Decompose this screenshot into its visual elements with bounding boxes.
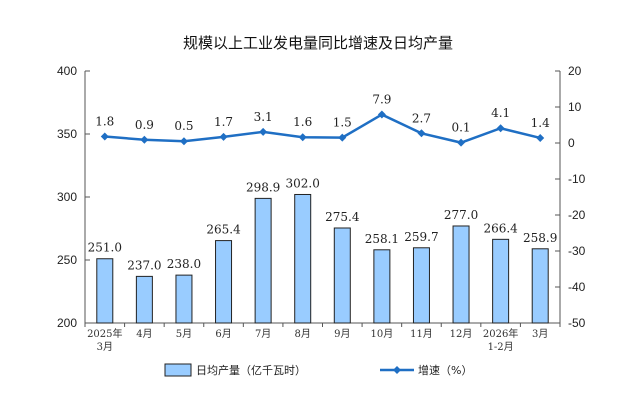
line-label: 0.9 <box>135 118 154 132</box>
left-tick-label: 300 <box>57 190 77 204</box>
bar <box>215 240 233 324</box>
bar <box>294 193 312 324</box>
line-label: 0.5 <box>174 119 193 133</box>
x-tick-label: 4月 <box>136 328 152 340</box>
bar <box>135 275 153 324</box>
bar <box>452 225 470 324</box>
line-marker <box>219 132 228 141</box>
legend-line-label: 增速（%） <box>418 363 472 377</box>
right-tick-label: 10 <box>568 100 582 114</box>
bar <box>531 248 549 324</box>
line-marker <box>536 133 545 142</box>
bar <box>333 227 351 324</box>
line-label: 1.6 <box>293 115 312 129</box>
line-marker <box>100 132 109 141</box>
line-label: 0.1 <box>451 121 470 135</box>
bar-label: 251.0 <box>88 241 122 255</box>
line-label: 4.1 <box>491 106 510 120</box>
line-label: 1.5 <box>333 116 352 130</box>
bar <box>412 247 430 324</box>
line-marker <box>417 129 426 138</box>
x-tick-label: 2026年 <box>483 327 518 340</box>
left-tick-label: 400 <box>57 64 77 78</box>
growth-line <box>104 113 541 144</box>
right-tick-label: -10 <box>568 172 586 186</box>
bar-label: 277.0 <box>444 208 478 222</box>
bar-label: 275.4 <box>325 210 360 224</box>
x-tick-label: 12月 <box>450 328 473 340</box>
line-label: 3.1 <box>254 110 273 124</box>
left-tick-label: 200 <box>57 316 77 330</box>
bar-label: 265.4 <box>206 223 241 237</box>
bar <box>175 274 193 324</box>
x-tick-label: 8月 <box>295 328 311 340</box>
left-tick-label: 350 <box>57 127 77 141</box>
right-tick-label: 20 <box>568 64 582 78</box>
x-tick-label: 7月 <box>255 328 271 340</box>
bar-label: 258.9 <box>523 231 557 245</box>
bar-label: 237.0 <box>127 258 161 272</box>
right-tick-label: -30 <box>568 244 586 258</box>
line-marker <box>179 137 188 146</box>
bar-label: 238.0 <box>167 257 201 271</box>
bar <box>373 249 391 324</box>
bar <box>492 238 510 324</box>
left-tick-label: 250 <box>57 253 77 267</box>
x-tick-label: 2025年 <box>87 327 122 340</box>
bar-label: 266.4 <box>483 221 518 235</box>
right-tick-label: -20 <box>568 208 586 222</box>
line-label: 1.4 <box>531 116 550 130</box>
right-tick-label: -50 <box>568 316 586 330</box>
line-marker <box>377 110 386 119</box>
line-marker <box>298 133 307 142</box>
x-tick-label: 5月 <box>176 328 192 340</box>
legend: 日均产量（亿千瓦时） 增速（%） <box>164 363 472 377</box>
line-label: 2.7 <box>412 111 431 125</box>
line-marker <box>338 133 347 142</box>
line-marker <box>140 135 149 144</box>
chart-title: 规模以上工业发电量同比增速及日均产量 <box>183 34 453 52</box>
line-marker <box>259 127 268 136</box>
x-tick-label: 10月 <box>371 328 394 340</box>
legend-bar-label: 日均产量（亿千瓦时） <box>196 363 306 377</box>
bar <box>254 197 272 324</box>
line-marker <box>457 138 466 147</box>
x-tick-label: 3月 <box>97 341 113 353</box>
line-marker <box>496 124 505 133</box>
bar-label: 298.9 <box>246 180 280 194</box>
bar-label: 259.7 <box>404 230 438 244</box>
line-label: 1.7 <box>214 115 233 129</box>
x-tick-label: 6月 <box>215 328 231 340</box>
x-tick-label: 1-2月 <box>488 341 514 353</box>
x-tick-label: 3月 <box>532 328 548 340</box>
line-label: 7.9 <box>372 93 391 107</box>
right-tick-label: 0 <box>568 136 575 150</box>
bar-label: 302.0 <box>286 176 320 190</box>
legend-line-marker <box>393 366 401 374</box>
bar <box>96 258 114 324</box>
x-tick-label: 11月 <box>410 328 433 340</box>
line-label: 1.8 <box>95 115 114 129</box>
x-tick-label: 9月 <box>334 328 350 340</box>
bar-label: 258.1 <box>365 232 399 246</box>
legend-bar-swatch <box>164 363 192 377</box>
right-tick-label: -40 <box>568 280 586 294</box>
